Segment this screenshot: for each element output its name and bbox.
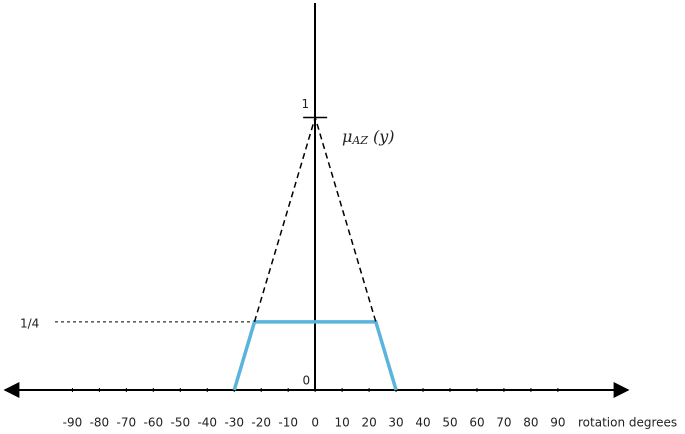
x-tick-label: -10 (278, 416, 298, 430)
x-tick-label: 10 (334, 416, 349, 430)
series-line (253, 114, 377, 323)
x-tick-label: 90 (550, 416, 565, 430)
y-tick-label: 0 (303, 374, 311, 388)
x-tick-label: -50 (170, 416, 190, 430)
x-tick-label: -30 (224, 416, 244, 430)
x-tick-label: 60 (469, 416, 484, 430)
x-tick-label: -80 (90, 416, 110, 430)
x-tick-label: -90 (63, 416, 83, 430)
series-line (232, 320, 398, 391)
x-tick-label: 30 (388, 416, 403, 430)
x-tick-label: -20 (251, 416, 271, 430)
x-axis-label: rotation degrees (578, 416, 677, 430)
annotation-subscript: AZ (351, 134, 368, 147)
x-tick-label: -70 (117, 416, 137, 430)
x-tick-label: -60 (144, 416, 164, 430)
y-tick-label: 1 (302, 97, 310, 111)
annotation-argument: (y) (373, 127, 395, 146)
x-tick-label: 50 (442, 416, 457, 430)
x-tick-label: 70 (496, 416, 511, 430)
annotation: μAZ (y) (342, 127, 395, 148)
x-tick-label: 40 (415, 416, 430, 430)
annotation-symbol: μ (342, 127, 352, 146)
y-tick-label: 1/4 (20, 316, 39, 330)
x-tick-label: -40 (197, 416, 217, 430)
x-tick-label: 20 (361, 416, 376, 430)
x-tick-label: 80 (523, 416, 538, 430)
x-tick-label: 0 (311, 416, 319, 430)
